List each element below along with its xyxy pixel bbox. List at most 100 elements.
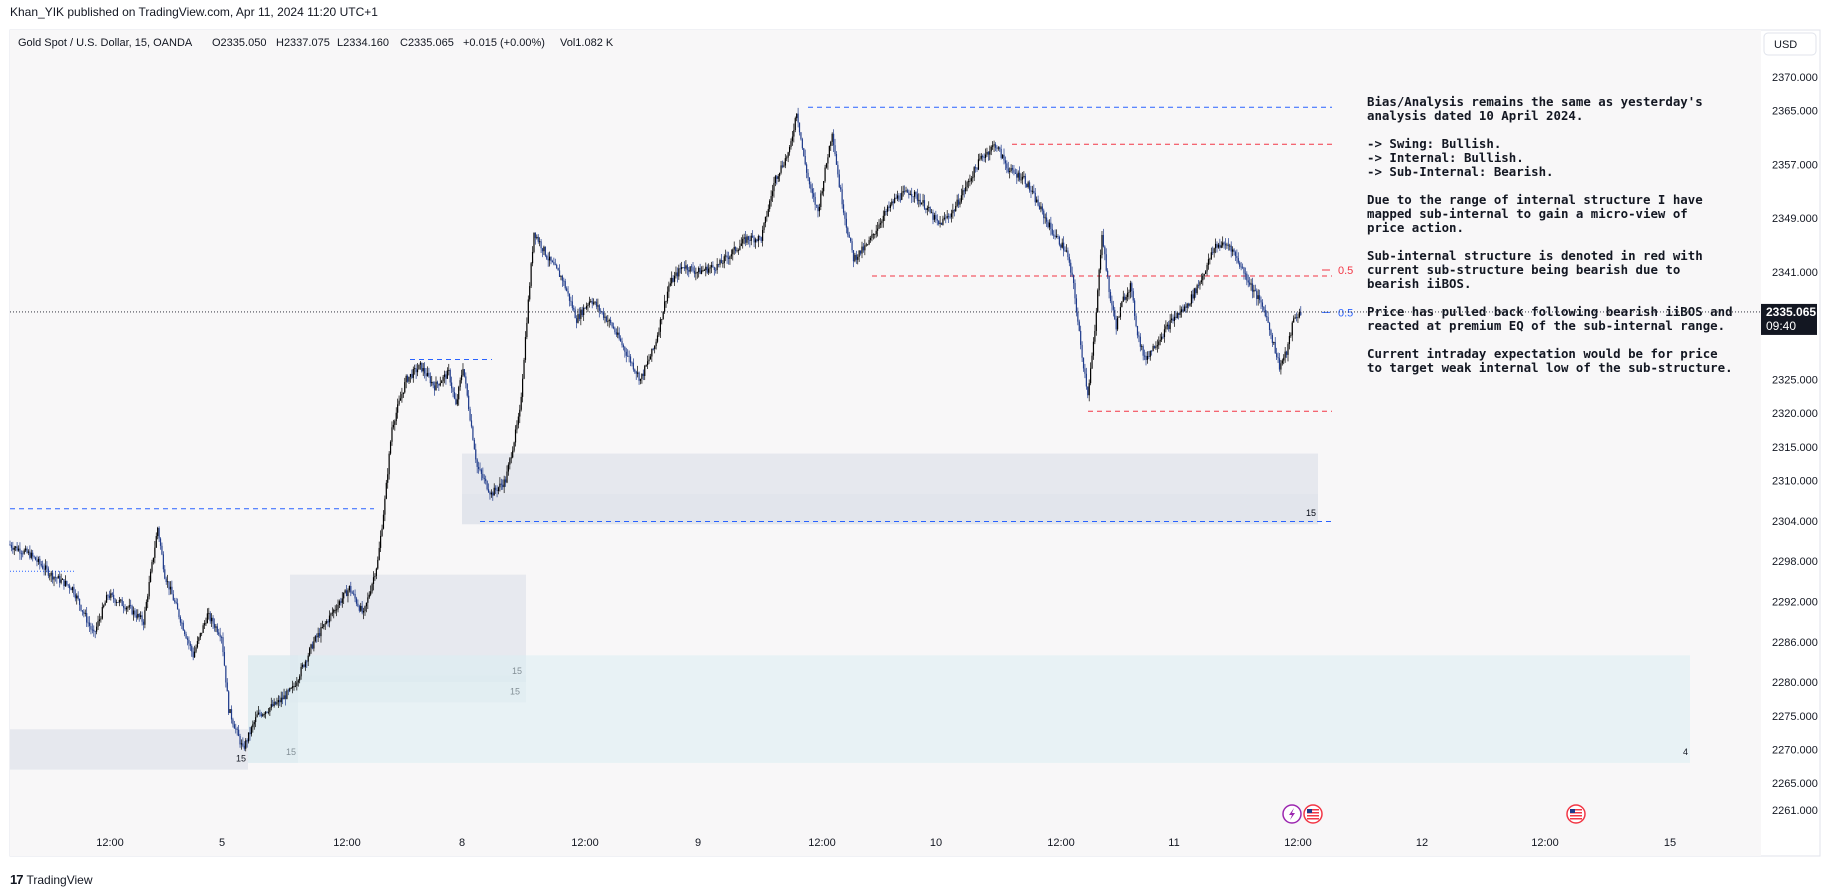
candle-body[interactable] <box>614 328 616 333</box>
candle-body[interactable] <box>620 338 622 342</box>
candle-body[interactable] <box>1222 242 1224 246</box>
candle-body[interactable] <box>610 319 612 323</box>
candle-body[interactable] <box>392 424 394 428</box>
candle-body[interactable] <box>808 177 811 185</box>
candle-body[interactable] <box>415 368 417 373</box>
candle-body[interactable] <box>247 732 250 742</box>
candle-body[interactable] <box>990 146 992 152</box>
candle-body[interactable] <box>20 553 22 555</box>
candle-body[interactable] <box>141 615 143 622</box>
demand-zone[interactable] <box>248 655 1690 763</box>
candle-body[interactable] <box>617 332 619 335</box>
candle-body[interactable] <box>1091 355 1093 369</box>
candle-body[interactable] <box>1240 266 1242 268</box>
candle-body[interactable] <box>969 181 971 182</box>
candle-body[interactable] <box>402 392 404 395</box>
candle-body[interactable] <box>992 145 994 147</box>
candle-body[interactable] <box>33 556 35 558</box>
candle-body[interactable] <box>338 601 341 606</box>
candle-body[interactable] <box>814 197 816 205</box>
candle-body[interactable] <box>199 633 201 638</box>
candle-body[interactable] <box>666 291 669 302</box>
candle-body[interactable] <box>1126 292 1129 297</box>
candle-body[interactable] <box>1291 322 1293 336</box>
candle-body[interactable] <box>760 237 762 241</box>
candle-body[interactable] <box>249 732 251 735</box>
candle-body[interactable] <box>834 145 836 155</box>
candle-body[interactable] <box>1044 217 1046 219</box>
candle-body[interactable] <box>100 618 102 620</box>
candle-body[interactable] <box>9 544 11 546</box>
candle-body[interactable] <box>1251 283 1254 292</box>
candle-body[interactable] <box>691 266 693 268</box>
candle-body[interactable] <box>1207 259 1210 265</box>
candle-body[interactable] <box>513 442 515 451</box>
candle-body[interactable] <box>787 152 789 158</box>
candle-body[interactable] <box>348 586 350 591</box>
candle-body[interactable] <box>1205 271 1207 274</box>
candle-body[interactable] <box>384 498 386 515</box>
candle-body[interactable] <box>891 201 893 205</box>
candle-body[interactable] <box>1283 357 1285 361</box>
candle-body[interactable] <box>26 548 28 553</box>
candle-body[interactable] <box>541 248 544 252</box>
candle-body[interactable] <box>676 272 678 277</box>
candle-body[interactable] <box>191 645 193 652</box>
candle-body[interactable] <box>266 711 268 713</box>
candle-body[interactable] <box>324 623 326 625</box>
candle-body[interactable] <box>71 587 74 591</box>
candle-body[interactable] <box>859 250 862 254</box>
candle-body[interactable] <box>37 558 39 562</box>
candle-body[interactable] <box>1043 210 1045 219</box>
candle-body[interactable] <box>446 370 448 379</box>
candle-body[interactable] <box>872 234 874 236</box>
candle-body[interactable] <box>54 576 57 578</box>
candle-body[interactable] <box>387 474 389 483</box>
candle-body[interactable] <box>634 369 636 372</box>
candle-body[interactable] <box>779 172 781 177</box>
candle-body[interactable] <box>145 601 147 611</box>
candle-body[interactable] <box>125 607 128 610</box>
candle-body[interactable] <box>783 165 785 167</box>
candle-body[interactable] <box>774 176 776 184</box>
candle-body[interactable] <box>504 479 507 483</box>
candle-body[interactable] <box>612 326 615 329</box>
candle-body[interactable] <box>300 666 302 677</box>
candle-body[interactable] <box>644 366 646 376</box>
candle-body[interactable] <box>1290 335 1292 337</box>
candle-body[interactable] <box>316 636 318 638</box>
candle-body[interactable] <box>593 302 595 304</box>
candle-body[interactable] <box>267 711 270 713</box>
candle-body[interactable] <box>1185 306 1187 308</box>
candle-body[interactable] <box>529 286 531 300</box>
candle-body[interactable] <box>88 622 91 627</box>
candle-body[interactable] <box>813 193 815 198</box>
candle-body[interactable] <box>370 591 372 595</box>
candle-body[interactable] <box>531 251 534 264</box>
candle-body[interactable] <box>1189 303 1191 306</box>
candle-body[interactable] <box>1001 154 1004 158</box>
candle-body[interactable] <box>556 264 558 268</box>
candle-body[interactable] <box>453 392 456 399</box>
candle-body[interactable] <box>679 268 681 270</box>
candle-body[interactable] <box>196 640 199 648</box>
candle-body[interactable] <box>583 307 585 316</box>
candle-body[interactable] <box>549 256 551 261</box>
candle-body[interactable] <box>764 216 767 224</box>
candle-body[interactable] <box>274 701 277 705</box>
candle-body[interactable] <box>807 172 809 178</box>
candle-body[interactable] <box>1011 167 1014 170</box>
candle-body[interactable] <box>448 370 450 371</box>
candle-body[interactable] <box>250 727 252 735</box>
candle-body[interactable] <box>1010 167 1012 172</box>
candle-body[interactable] <box>137 613 139 618</box>
candle-body[interactable] <box>257 712 260 715</box>
candle-body[interactable] <box>414 368 416 370</box>
candle-body[interactable] <box>1040 206 1042 210</box>
candle-body[interactable] <box>744 237 747 243</box>
candle-body[interactable] <box>380 535 382 548</box>
candle-body[interactable] <box>1293 318 1295 323</box>
candle-body[interactable] <box>299 676 301 681</box>
candle-body[interactable] <box>279 700 281 703</box>
candle-body[interactable] <box>713 267 715 270</box>
